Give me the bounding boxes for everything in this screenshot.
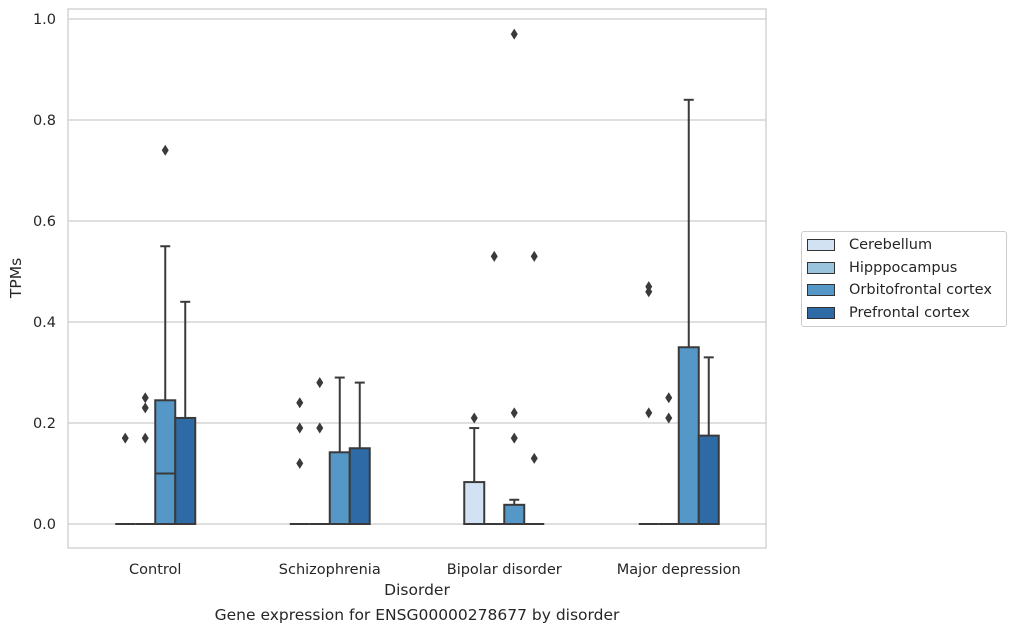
- outlier-orbitofrontal-cortex-control-0: [161, 144, 169, 156]
- outlier-cerebellum-schizophrenia-0: [296, 457, 304, 469]
- x-tick-labels: Control Schizophrenia Bipolar disorder Majo…: [129, 562, 741, 578]
- legend-item-cerebellum: Cerebellum: [807, 235, 932, 255]
- box-orbitofrontal-cortex-bipolar-disorder: [503, 503, 526, 525]
- outlier-cerebellum-schizophrenia-2: [296, 397, 304, 409]
- outlier-hipppocampus-major-depression-0: [665, 412, 673, 424]
- outlier-prefrontal-cortex-bipolar-disorder-1: [530, 250, 538, 262]
- y-tick-label-0-0: 0.0: [33, 517, 56, 533]
- legend-label-hippocampus: Hipppocampus: [849, 260, 958, 276]
- y-axis-label: TPMs: [7, 258, 25, 299]
- outlier-orbitofrontal-cortex-bipolar-disorder-2: [510, 28, 518, 40]
- outlier-hipppocampus-control-1: [141, 402, 149, 414]
- legend-swatch-orbitofrontal: [807, 284, 835, 296]
- outlier-hipppocampus-bipolar-disorder-0: [490, 250, 498, 262]
- x-tick-label-major-depression: Major depression: [617, 562, 741, 578]
- outlier-cerebellum-control-0: [121, 432, 129, 444]
- legend-label-orbitofrontal: Orbitofrontal cortex: [849, 282, 992, 298]
- y-tick-labels: 0.0 0.2 0.4 0.6 0.8 1.0: [33, 12, 56, 533]
- legend-item-orbitofrontal: Orbitofrontal cortex: [807, 280, 992, 300]
- outlier-hipppocampus-major-depression-1: [665, 392, 673, 404]
- x-axis-label: Disorder: [384, 581, 450, 599]
- outlier-orbitofrontal-cortex-bipolar-disorder-0: [510, 432, 518, 444]
- legend-label-cerebellum: Cerebellum: [849, 237, 933, 253]
- outlier-hipppocampus-control-0: [141, 432, 149, 444]
- box-prefrontal-cortex-control: [174, 416, 197, 526]
- outlier-cerebellum-bipolar-disorder-0: [470, 412, 478, 424]
- outlier-prefrontal-cortex-bipolar-disorder-0: [530, 452, 538, 464]
- outlier-cerebellum-major-depression-0: [645, 407, 653, 419]
- y-tick-label-0-4: 0.4: [33, 315, 56, 331]
- legend-swatch-hippocampus: [807, 262, 835, 274]
- x-tick-label-bipolar-disorder: Bipolar disorder: [447, 562, 562, 578]
- outlier-cerebellum-schizophrenia-1: [296, 422, 304, 434]
- outlier-hipppocampus-control-2: [141, 392, 149, 404]
- legend-item-hippocampus: Hipppocampus: [807, 258, 957, 278]
- outlier-orbitofrontal-cortex-bipolar-disorder-1: [510, 407, 518, 419]
- box-prefrontal-cortex-schizophrenia: [348, 447, 371, 525]
- y-tick-label-0-8: 0.8: [33, 113, 56, 129]
- x-tick-label-control: Control: [129, 562, 181, 578]
- box-orbitofrontal-cortex-schizophrenia: [328, 451, 351, 526]
- boxes: [115, 28, 720, 526]
- x-tick-label-schizophrenia: Schizophrenia: [279, 562, 381, 578]
- outlier-cerebellum-major-depression-2: [645, 281, 653, 293]
- legend-label-prefrontal: Prefrontal cortex: [849, 305, 970, 321]
- legend-swatch-prefrontal: [807, 307, 835, 319]
- y-tick-label-0-6: 0.6: [33, 214, 56, 230]
- outlier-hipppocampus-schizophrenia-0: [316, 422, 324, 434]
- box-orbitofrontal-cortex-control: [154, 399, 177, 525]
- y-tick-label-1-0: 1.0: [33, 12, 56, 28]
- legend: Cerebellum Hipppocampus Orbitofrontal co…: [801, 231, 1007, 327]
- plot-frame: [67, 8, 767, 549]
- legend-item-prefrontal: Prefrontal cortex: [807, 303, 970, 323]
- box-cerebellum-bipolar-disorder: [463, 481, 486, 525]
- y-tick-label-0-2: 0.2: [33, 416, 56, 432]
- legend-swatch-cerebellum: [807, 239, 835, 251]
- outlier-hipppocampus-schizophrenia-1: [316, 377, 324, 389]
- box-orbitofrontal-cortex-major-depression: [677, 346, 700, 525]
- figure-caption: Gene expression for ENSG00000278677 by d…: [214, 606, 620, 624]
- box-prefrontal-cortex-major-depression: [697, 434, 720, 525]
